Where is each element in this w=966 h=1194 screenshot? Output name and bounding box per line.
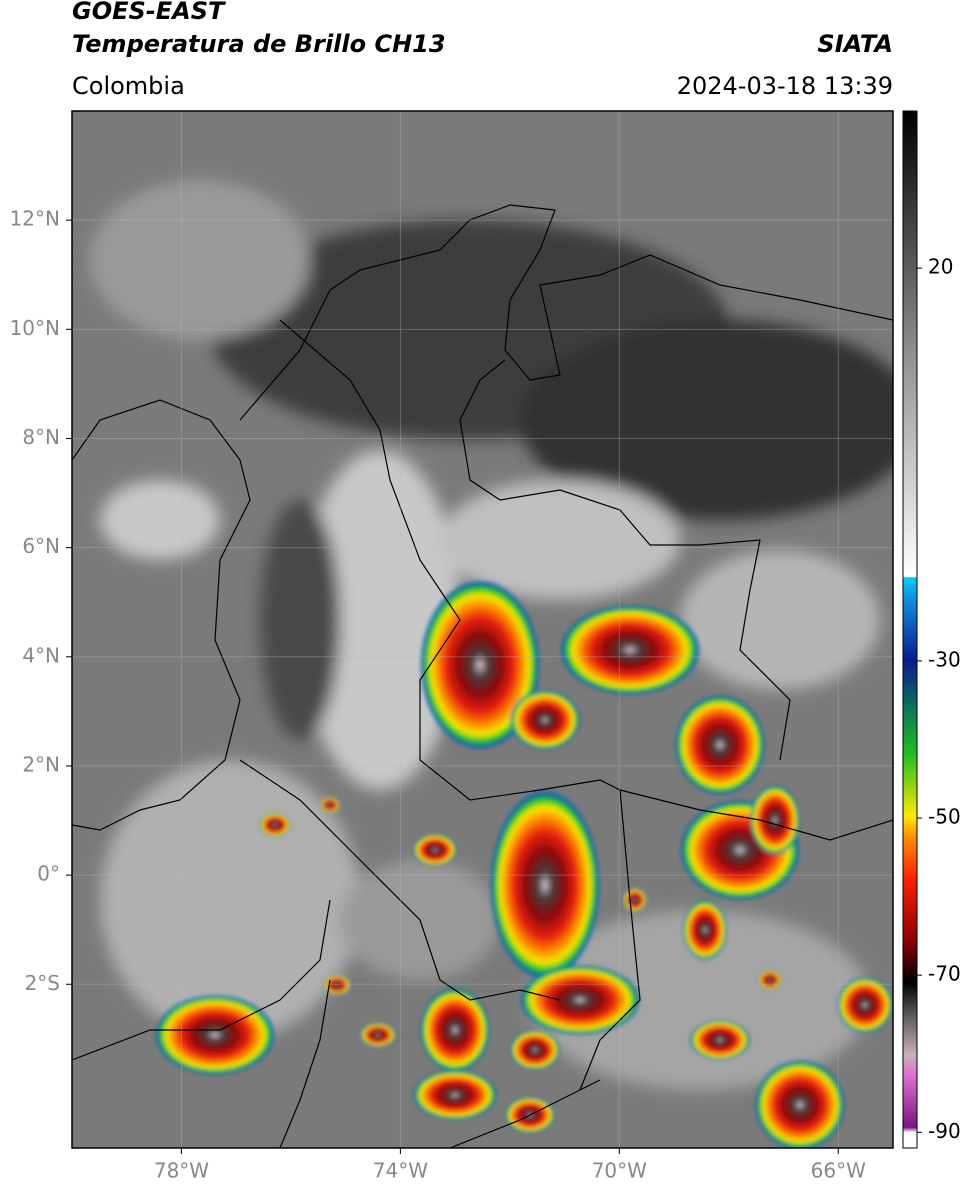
lat-tick-label: 2°S	[25, 971, 60, 995]
storm-cell	[420, 988, 490, 1072]
colorbar-tick-label: -70	[928, 962, 961, 986]
source: SIATA	[817, 30, 893, 58]
lat-tick-label: 0°	[37, 862, 60, 886]
storm-cell	[510, 690, 580, 750]
datetime: 2024-03-18 13:39	[677, 72, 893, 100]
lon-tick-label: 70°W	[592, 1159, 647, 1183]
colorbar-tick-label: -50	[928, 805, 961, 829]
lon-tick-label: 66°W	[811, 1159, 866, 1183]
storm-cell	[560, 605, 700, 695]
title: GOES-EAST	[72, 0, 226, 25]
storm-cell	[155, 995, 275, 1075]
storm-cell	[259, 813, 291, 837]
lat-tick-label: 2°N	[22, 752, 60, 776]
storm-cell	[837, 977, 893, 1033]
lat-tick-label: 10°N	[10, 316, 60, 340]
storm-cell	[520, 965, 640, 1035]
colorbar-tick-label: -30	[928, 647, 961, 671]
storm-cell	[623, 888, 647, 912]
storm-cell	[510, 1030, 560, 1070]
lat-tick-label: 4°N	[22, 643, 60, 667]
map-frame	[71, 110, 894, 1149]
storm-cell	[690, 1020, 750, 1060]
storm-cell	[750, 785, 800, 855]
lat-tick-label: 8°N	[22, 425, 60, 449]
coastlines	[72, 204, 893, 1148]
colorbar-tick-label: -90	[928, 1119, 961, 1143]
colorbar	[902, 110, 918, 1149]
storm-cell	[320, 797, 340, 813]
storm-cell	[675, 695, 765, 795]
colorbar-tick-label: 20	[928, 255, 953, 279]
region: Colombia	[72, 72, 185, 100]
storm-cell	[323, 975, 351, 995]
storm-cell	[755, 1060, 845, 1148]
storm-cell	[758, 970, 782, 990]
storm-cell	[490, 790, 600, 980]
lon-tick-label: 74°W	[373, 1159, 428, 1183]
storm-cell	[420, 580, 540, 750]
lat-tick-label: 6°N	[22, 534, 60, 558]
satellite-image	[72, 111, 893, 1148]
lat-tick-label: 12°N	[10, 207, 60, 231]
storm-cell	[360, 1023, 396, 1047]
storm-cell	[413, 834, 457, 866]
subtitle: Temperatura de Brillo CH13	[72, 30, 446, 58]
storm-cell	[683, 900, 727, 960]
storm-cell	[413, 1070, 497, 1120]
lon-tick-label: 78°W	[154, 1159, 209, 1183]
